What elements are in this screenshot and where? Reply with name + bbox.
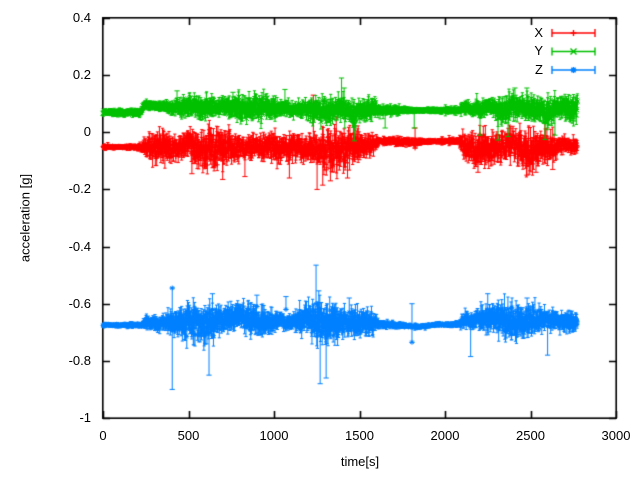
x-tick-label: 500 — [177, 428, 200, 443]
y-tick-label: -0.8 — [68, 352, 91, 368]
x-tick-label: 2500 — [516, 428, 545, 443]
x-tick-label: 3000 — [601, 428, 631, 443]
y-axis-title: acceleration [g] — [17, 173, 33, 263]
x-tick-label: 1500 — [345, 428, 374, 443]
legend-label-x: X — [534, 25, 543, 40]
x-tick-label: 1000 — [259, 428, 289, 443]
y-tick-label: 0.2 — [72, 67, 91, 83]
y-tick-label: -1 — [79, 410, 91, 425]
y-tick-label: -0.4 — [68, 238, 91, 254]
x-tick-label: 2000 — [430, 428, 460, 443]
legend-label-y: Y — [534, 43, 543, 58]
y-tick-label: -0.6 — [68, 295, 91, 311]
y-tick-label: -0.2 — [68, 181, 91, 197]
y-tick-label: 0 — [83, 124, 91, 140]
legend-label-z: Z — [535, 62, 543, 77]
x-axis-title: time[s] — [340, 454, 380, 469]
y-tick-label: 0.4 — [72, 10, 91, 25]
x-tick-label: 0 — [99, 428, 107, 443]
